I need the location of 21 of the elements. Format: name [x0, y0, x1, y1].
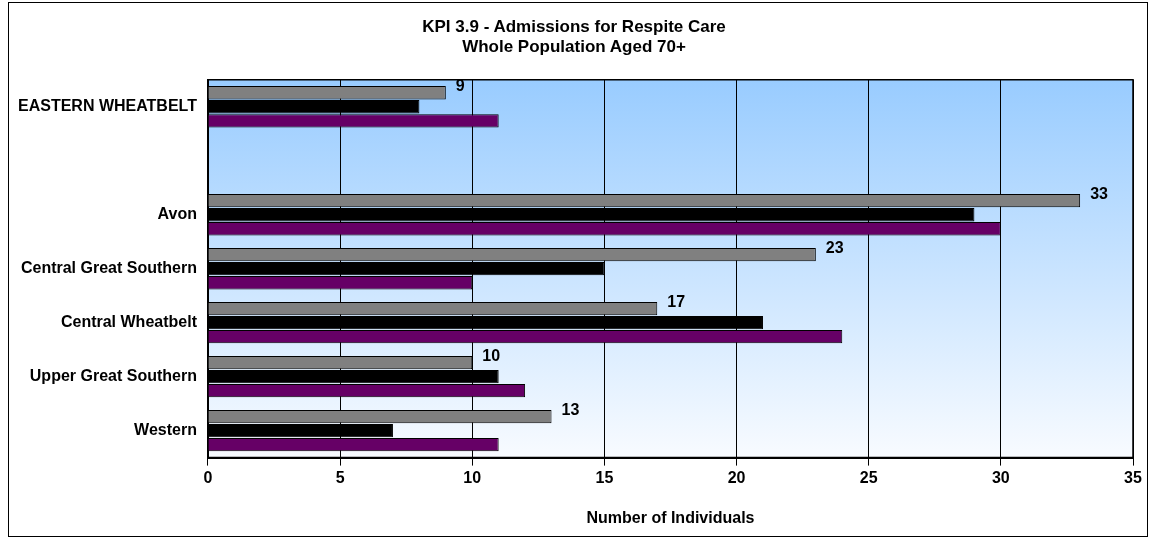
y-tick-label: Central Great Southern [20, 259, 197, 277]
data-label: 17 [667, 293, 686, 311]
data-label: 33 [1090, 185, 1109, 203]
y-tick-label: Avon [157, 205, 197, 223]
chart-title: KPI 3.9 - Admissions for Respite Care Whole Population Aged 70+ [422, 16, 726, 57]
y-tick-label: Western [134, 421, 197, 439]
x-tick-label: 35 [1124, 468, 1142, 486]
x-tick-label: 20 [727, 468, 746, 486]
data-label: 23 [825, 239, 844, 257]
x-tick-label: 25 [859, 468, 878, 486]
y-tick-label: EASTERN WHEATBELT [18, 97, 198, 115]
data-label: 10 [482, 347, 501, 365]
data-label: 13 [561, 400, 580, 418]
x-tick-label: 0 [203, 468, 213, 486]
x-tick-label: 10 [463, 468, 482, 486]
x-axis-title: Number of Individuals [586, 508, 755, 526]
x-tick-label: 15 [595, 468, 614, 486]
y-tick-label: Upper Great Southern [29, 367, 197, 385]
x-tick-label: 5 [335, 468, 345, 486]
x-tick-label: 30 [991, 468, 1010, 486]
y-tick-label: Central Wheatbelt [60, 313, 198, 331]
